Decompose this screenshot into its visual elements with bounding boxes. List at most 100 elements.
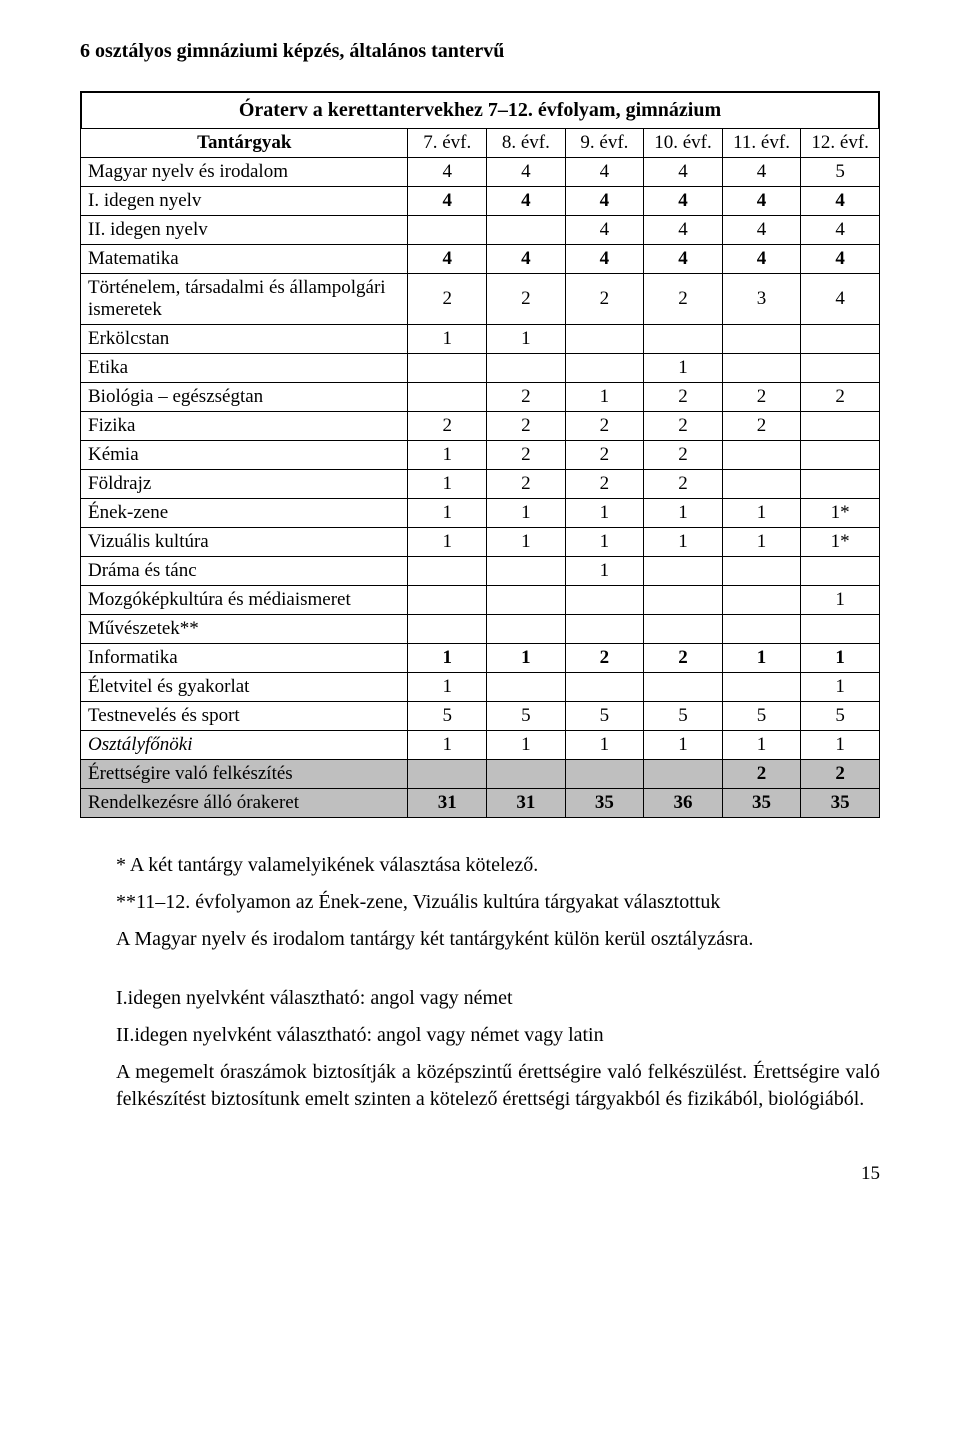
table-row: Osztályfőnöki111111	[81, 731, 880, 760]
cell-value	[565, 760, 644, 789]
cell-value	[801, 470, 880, 499]
table-row: Matematika444444	[81, 245, 880, 274]
cell-value: 4	[487, 187, 566, 216]
cell-value	[722, 586, 801, 615]
cell-value	[487, 673, 566, 702]
cell-value: 1	[408, 499, 487, 528]
cell-value: 1	[408, 325, 487, 354]
cell-value: 31	[408, 789, 487, 818]
cell-value: 1	[565, 731, 644, 760]
cell-value: 1	[487, 499, 566, 528]
cell-value	[408, 216, 487, 245]
cell-value: 4	[644, 158, 723, 187]
row-label: Életvitel és gyakorlat	[81, 673, 408, 702]
row-label: Dráma és tánc	[81, 557, 408, 586]
cell-value	[408, 586, 487, 615]
cell-value: 5	[801, 702, 880, 731]
cell-value: 2	[644, 412, 723, 441]
row-label: Rendelkezésre álló órakeret	[81, 789, 408, 818]
cell-value: 4	[801, 245, 880, 274]
table-row: Mozgóképkultúra és médiaismeret1	[81, 586, 880, 615]
note-line: A Magyar nyelv és irodalom tantárgy két …	[116, 926, 880, 953]
cell-value: 4	[487, 245, 566, 274]
row-label: Kémia	[81, 441, 408, 470]
cell-value: 2	[644, 274, 723, 325]
row-label: Érettségire való felkészítés	[81, 760, 408, 789]
cell-value	[565, 615, 644, 644]
cell-value	[487, 586, 566, 615]
row-label: Magyar nyelv és irodalom	[81, 158, 408, 187]
cell-value	[722, 557, 801, 586]
cell-value: 2	[565, 644, 644, 673]
cell-value	[408, 615, 487, 644]
cell-value	[408, 557, 487, 586]
cell-value: 35	[722, 789, 801, 818]
note-line: I.idegen nyelvként választható: angol va…	[116, 985, 880, 1012]
cell-value	[801, 325, 880, 354]
cell-value: 1	[722, 644, 801, 673]
cell-value: 1	[408, 731, 487, 760]
table-row: II. idegen nyelv4444	[81, 216, 880, 245]
table-row: I. idegen nyelv444444	[81, 187, 880, 216]
cell-value: 1	[408, 528, 487, 557]
cell-value: 1	[722, 528, 801, 557]
cell-value	[801, 354, 880, 383]
row-label: Erkölcstan	[81, 325, 408, 354]
section-title: 6 osztályos gimnáziumi képzés, általános…	[80, 40, 880, 63]
cell-value: 3	[722, 274, 801, 325]
cell-value: 1*	[801, 528, 880, 557]
cell-value	[487, 557, 566, 586]
row-label: Osztályfőnöki	[81, 731, 408, 760]
cell-value	[722, 441, 801, 470]
table-row: Művészetek**	[81, 615, 880, 644]
cell-value	[722, 615, 801, 644]
cell-value: 1	[565, 383, 644, 412]
row-label: Informatika	[81, 644, 408, 673]
cell-value	[565, 354, 644, 383]
table-row: Informatika112211	[81, 644, 880, 673]
cell-value: 2	[722, 383, 801, 412]
note-line: **11–12. évfolyamon az Ének-zene, Vizuál…	[116, 889, 880, 916]
cell-value: 1	[722, 499, 801, 528]
cell-value: 1	[801, 731, 880, 760]
cell-value	[801, 441, 880, 470]
cell-value: 4	[408, 158, 487, 187]
cell-value: 2	[644, 470, 723, 499]
cell-value: 4	[565, 216, 644, 245]
cell-value: 4	[801, 274, 880, 325]
cell-value: 1	[408, 644, 487, 673]
table-row: Vizuális kultúra111111*	[81, 528, 880, 557]
cell-value	[644, 760, 723, 789]
row-label: Mozgóképkultúra és médiaismeret	[81, 586, 408, 615]
cell-value: 2	[487, 383, 566, 412]
cell-value: 2	[565, 274, 644, 325]
row-label: Földrajz	[81, 470, 408, 499]
cell-value: 4	[722, 216, 801, 245]
header-col: 9. évf.	[565, 129, 644, 158]
cell-value: 1	[408, 470, 487, 499]
cell-value	[487, 615, 566, 644]
cell-value: 1	[644, 354, 723, 383]
cell-value: 1	[644, 731, 723, 760]
table-row: Testnevelés és sport555555	[81, 702, 880, 731]
cell-value: 5	[722, 702, 801, 731]
cell-value: 4	[408, 187, 487, 216]
row-label: Biológia – egészségtan	[81, 383, 408, 412]
cell-value	[801, 412, 880, 441]
table-row: Rendelkezésre álló órakeret313135363535	[81, 789, 880, 818]
row-label: Etika	[81, 354, 408, 383]
note-line: A megemelt óraszámok biztosítják a közép…	[116, 1059, 880, 1113]
cell-value	[644, 325, 723, 354]
row-label: Ének-zene	[81, 499, 408, 528]
cell-value: 2	[644, 644, 723, 673]
note-line: II.idegen nyelvként választható: angol v…	[116, 1022, 880, 1049]
cell-value: 2	[801, 383, 880, 412]
header-col: 10. évf.	[644, 129, 723, 158]
cell-value: 5	[487, 702, 566, 731]
table-title: Óraterv a kerettantervekhez 7–12. évfoly…	[80, 91, 880, 128]
cell-value: 4	[644, 245, 723, 274]
cell-value: 5	[408, 702, 487, 731]
table-row: Életvitel és gyakorlat11	[81, 673, 880, 702]
table-row: Kémia1222	[81, 441, 880, 470]
cell-value	[801, 557, 880, 586]
